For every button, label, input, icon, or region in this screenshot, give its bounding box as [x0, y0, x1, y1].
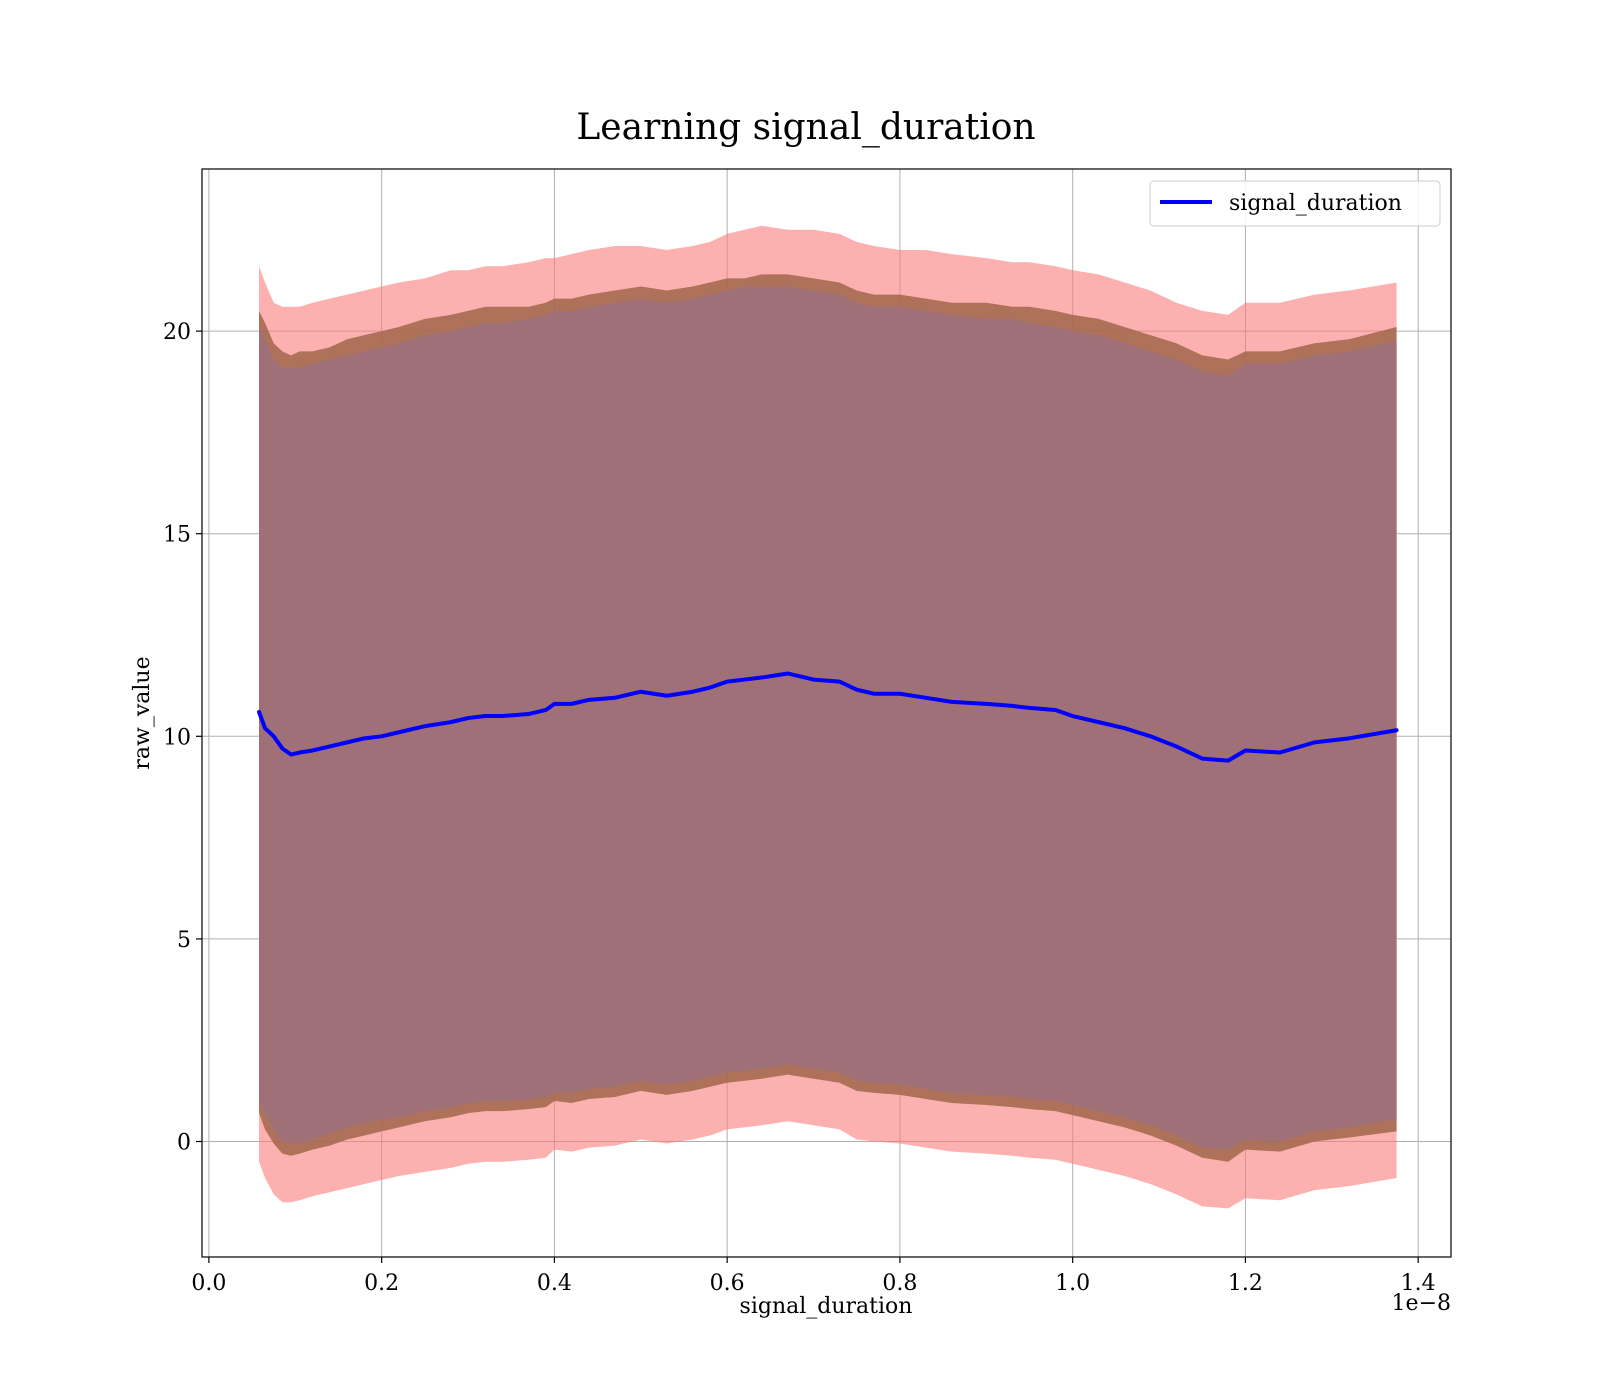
y-axis-ticks: 0 5 10 15 20 [163, 320, 202, 1156]
x-tick-label-3: 0.6 [710, 1271, 745, 1296]
chart-title: Learning signal_duration [576, 107, 1035, 148]
x-tick-label-0: 0.0 [191, 1271, 226, 1296]
series-lines [257, 671, 1399, 763]
x-axis-label: signal_duration [740, 1294, 913, 1319]
legend-label: signal_duration [1229, 191, 1402, 216]
confidence-bands [259, 225, 1397, 1209]
y-tick-label-2: 10 [163, 725, 191, 750]
x-tick-label-2: 0.4 [537, 1271, 572, 1296]
plot-area-frame [201, 168, 1452, 1258]
y-tick-label-4: 20 [163, 320, 191, 345]
x-axis-offset-label: 1e−8 [1392, 1291, 1451, 1316]
series-line-signal-duration [257, 671, 1399, 763]
x-axis-ticks: 0.0 0.2 0.4 0.6 0.8 1.0 1.2 1.4 [191, 1257, 1436, 1296]
legend: signal_duration [1149, 180, 1441, 227]
y-axis-label: raw_value [130, 656, 155, 769]
x-tick-label-4: 0.8 [882, 1271, 917, 1296]
legend-box [1149, 180, 1441, 227]
y-tick-label-0: 0 [177, 1131, 191, 1156]
y-tick-label-1: 5 [177, 928, 191, 953]
x-tick-label-5: 1.0 [1055, 1271, 1090, 1296]
x-tick-label-6: 1.2 [1228, 1271, 1263, 1296]
inner-band [259, 286, 1397, 1150]
x-tick-label-7: 1.4 [1401, 1271, 1436, 1296]
y-tick-label-3: 15 [163, 523, 191, 548]
x-tick-label-1: 0.2 [364, 1271, 399, 1296]
